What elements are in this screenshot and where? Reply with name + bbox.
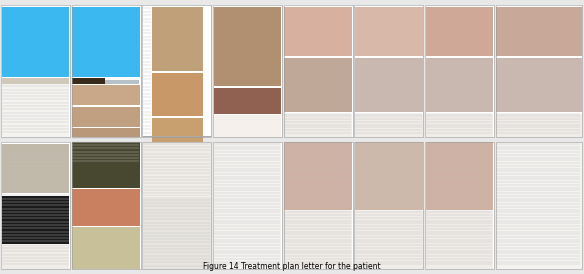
Bar bbox=[72, 128, 140, 137]
Bar bbox=[2, 245, 69, 269]
Bar bbox=[284, 114, 352, 137]
Bar bbox=[284, 142, 352, 210]
Bar bbox=[354, 5, 423, 137]
Bar bbox=[425, 142, 494, 269]
Bar bbox=[142, 142, 211, 269]
Bar bbox=[426, 211, 493, 269]
Bar bbox=[2, 144, 69, 193]
Bar bbox=[354, 5, 423, 137]
Bar bbox=[425, 142, 494, 269]
Bar bbox=[426, 142, 493, 210]
Bar bbox=[213, 5, 282, 137]
Bar bbox=[213, 5, 282, 137]
Bar bbox=[1, 142, 70, 269]
Bar bbox=[426, 114, 493, 137]
Bar bbox=[105, 80, 139, 84]
Text: Figure 14 Treatment plan letter for the patient: Figure 14 Treatment plan letter for the … bbox=[203, 262, 381, 271]
Bar bbox=[214, 115, 281, 137]
Bar bbox=[354, 142, 423, 269]
Bar bbox=[214, 142, 281, 269]
Bar bbox=[214, 7, 281, 86]
Bar bbox=[1, 5, 70, 137]
Bar bbox=[355, 211, 423, 269]
Bar bbox=[426, 7, 493, 56]
Bar bbox=[142, 5, 211, 137]
Bar bbox=[284, 211, 352, 269]
Bar bbox=[72, 5, 141, 137]
Bar bbox=[72, 107, 140, 127]
Bar bbox=[72, 189, 140, 226]
Bar bbox=[72, 227, 140, 269]
Bar bbox=[284, 5, 353, 137]
Bar bbox=[72, 142, 141, 269]
Bar bbox=[2, 196, 69, 244]
Bar bbox=[143, 197, 211, 269]
Bar bbox=[142, 142, 211, 269]
Bar bbox=[2, 7, 69, 77]
Bar bbox=[72, 7, 140, 77]
Bar bbox=[213, 142, 282, 269]
Bar bbox=[496, 142, 582, 269]
Bar bbox=[354, 142, 423, 269]
Bar bbox=[152, 7, 203, 71]
Bar bbox=[284, 58, 352, 112]
Bar bbox=[355, 7, 423, 56]
Bar bbox=[2, 78, 69, 84]
Bar bbox=[72, 142, 141, 269]
Bar bbox=[214, 88, 281, 114]
Bar bbox=[1, 5, 70, 137]
Bar bbox=[496, 58, 582, 112]
Bar bbox=[425, 5, 494, 137]
Bar bbox=[72, 5, 141, 137]
Bar bbox=[142, 5, 211, 137]
Bar bbox=[496, 5, 582, 137]
Bar bbox=[213, 142, 282, 269]
Bar bbox=[496, 114, 582, 137]
Bar bbox=[2, 84, 69, 137]
Bar bbox=[143, 142, 211, 196]
Bar bbox=[72, 85, 140, 105]
Bar bbox=[496, 7, 582, 56]
Bar bbox=[496, 142, 582, 269]
Bar bbox=[284, 142, 353, 269]
Bar bbox=[355, 142, 423, 210]
Bar bbox=[355, 114, 423, 137]
Bar bbox=[1, 142, 70, 269]
Bar bbox=[143, 136, 211, 137]
Bar bbox=[152, 73, 203, 116]
Bar bbox=[496, 5, 582, 137]
Bar bbox=[425, 5, 494, 137]
Bar bbox=[426, 58, 493, 112]
Bar bbox=[72, 142, 140, 188]
Bar bbox=[284, 7, 352, 56]
Bar bbox=[152, 118, 203, 162]
Bar bbox=[72, 78, 105, 84]
Bar bbox=[284, 5, 353, 137]
Bar bbox=[284, 142, 353, 269]
Bar bbox=[496, 142, 582, 269]
Bar bbox=[355, 58, 423, 112]
